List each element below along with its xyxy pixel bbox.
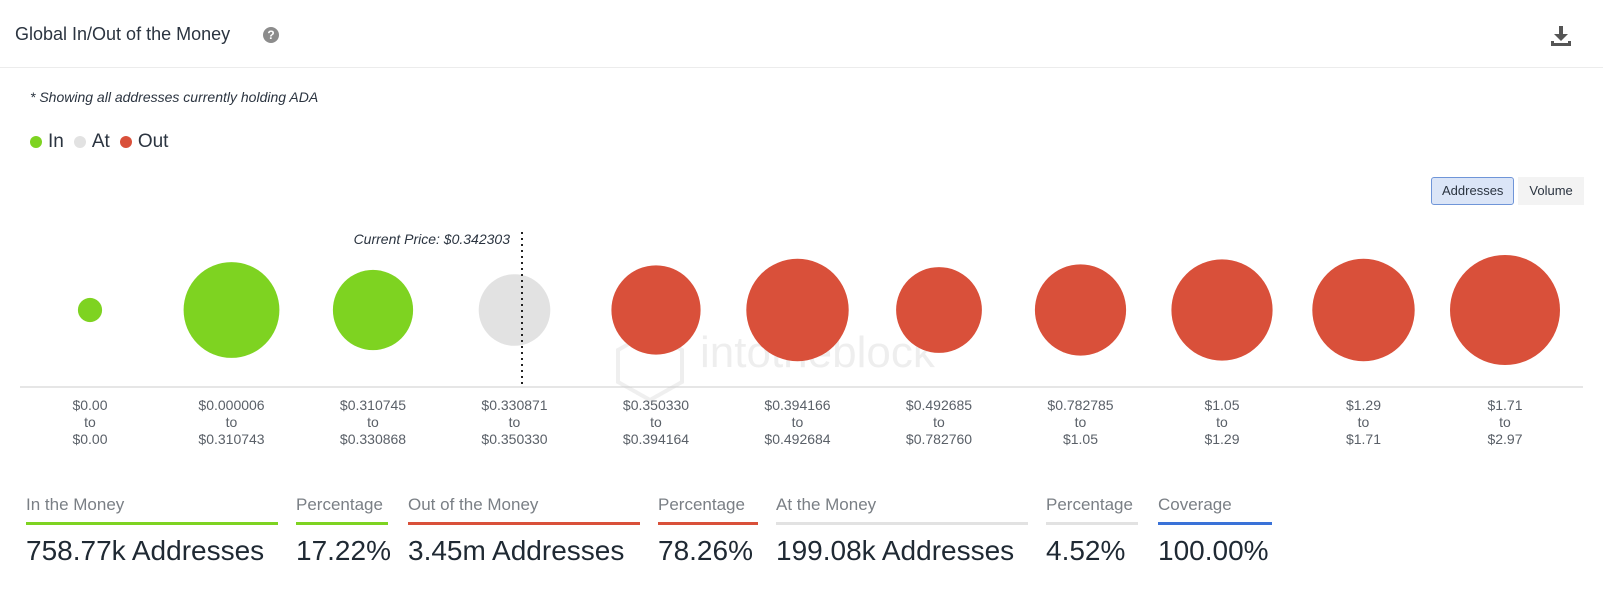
legend-dot-out xyxy=(119,136,132,148)
legend-item-in[interactable]: In xyxy=(30,131,64,153)
stat-bar-in xyxy=(26,522,278,525)
x-tick-label: to xyxy=(226,414,238,430)
legend-label-at: At xyxy=(91,131,110,152)
stat-at-the-money: At the Money 199.08k Addresses xyxy=(776,495,1028,567)
x-tick-label: $0.782785 xyxy=(1047,397,1113,413)
stat-bar-at xyxy=(776,522,1028,525)
legend-item-at[interactable]: At xyxy=(73,131,110,153)
x-tick-label: to xyxy=(509,414,521,430)
summary-stats: In the Money 758.77k Addresses Percentag… xyxy=(0,495,1603,575)
addresses-button[interactable]: Addresses xyxy=(1431,177,1515,205)
x-tick-label: $0.310745 xyxy=(340,397,406,413)
stat-in-percentage: Percentage 17.22% xyxy=(296,495,391,567)
metric-toggle: Addresses Volume xyxy=(1431,177,1584,205)
bubble-in[interactable] xyxy=(77,297,103,323)
x-tick-label: $0.492685 xyxy=(906,397,972,413)
x-tick-label: $0.00 xyxy=(72,397,107,413)
stat-label: Percentage xyxy=(296,495,383,514)
bubble-out[interactable] xyxy=(1312,258,1415,362)
stat-value: 199.08k Addresses xyxy=(776,535,1015,566)
stat-out-percentage: Percentage 78.26% xyxy=(658,495,758,567)
holding-note: * Showing all addresses currently holdin… xyxy=(30,89,319,105)
x-tick-label: $1.05 xyxy=(1063,431,1098,447)
bubble-in[interactable] xyxy=(183,262,280,358)
chart-legend: In At Out xyxy=(30,131,178,153)
panel-title: Global In/Out of the Money xyxy=(15,24,231,44)
x-tick-label: to xyxy=(1358,414,1370,430)
legend-item-out[interactable]: Out xyxy=(119,131,169,153)
bubble-out[interactable] xyxy=(611,265,701,355)
stat-label: At the Money xyxy=(776,495,877,514)
bubble-out[interactable] xyxy=(1034,264,1127,356)
x-tick-label: $1.71 xyxy=(1346,431,1381,447)
stat-bar-coverage xyxy=(1158,522,1272,525)
bubble-out[interactable] xyxy=(896,267,982,353)
x-tick-label: $1.05 xyxy=(1204,397,1239,413)
stat-value: 78.26% xyxy=(658,535,753,566)
stat-value: 758.77k Addresses xyxy=(26,535,265,566)
stat-bar-in-pct xyxy=(296,522,388,525)
bubble-chart: intotheblock Current Price: $0.342303 $0… xyxy=(20,231,1583,447)
legend-label-in: In xyxy=(48,131,64,152)
x-tick-label: $1.71 xyxy=(1487,397,1522,413)
x-tick-label: $0.330868 xyxy=(340,431,406,447)
stat-bar-out xyxy=(408,522,640,525)
bubble-in[interactable] xyxy=(332,269,414,351)
stat-value: 17.22% xyxy=(296,535,391,566)
download-icon[interactable] xyxy=(1548,24,1574,48)
stat-bar-at-pct xyxy=(1046,522,1138,525)
x-tick-label: $2.97 xyxy=(1487,431,1522,447)
x-tick-label: to xyxy=(1216,414,1228,430)
stat-label: Percentage xyxy=(658,495,745,514)
x-tick-label: $0.00 xyxy=(72,431,107,447)
x-tick-label: $0.350330 xyxy=(481,431,547,447)
stat-bar-out-pct xyxy=(658,522,758,525)
legend-dot-at xyxy=(73,136,86,148)
stat-label: Out of the Money xyxy=(408,495,539,514)
stat-in-the-money: In the Money 758.77k Addresses xyxy=(26,495,278,567)
x-tick-label: $0.310743 xyxy=(198,431,264,447)
x-tick-label: to xyxy=(792,414,804,430)
bubble-out[interactable] xyxy=(746,258,849,362)
x-tick-label: to xyxy=(367,414,379,430)
bubble-out[interactable] xyxy=(1171,259,1273,361)
stat-value: 3.45m Addresses xyxy=(408,535,625,566)
help-icon[interactable]: ? xyxy=(263,27,279,43)
x-tick-label: $0.350330 xyxy=(623,397,689,413)
x-tick-label: to xyxy=(84,414,96,430)
x-tick-label: to xyxy=(933,414,945,430)
x-tick-label: $0.330871 xyxy=(481,397,547,413)
stat-label: Percentage xyxy=(1046,495,1133,514)
stat-label: In the Money xyxy=(26,495,125,514)
x-tick-label: $0.000006 xyxy=(198,397,264,413)
legend-label-out: Out xyxy=(137,131,169,152)
current-price-label: Current Price: $0.342303 xyxy=(354,231,511,247)
stat-value: 4.52% xyxy=(1046,535,1126,566)
stat-coverage: Coverage 100.00% xyxy=(1158,495,1272,567)
stat-at-percentage: Percentage 4.52% xyxy=(1046,495,1138,567)
x-tick-label: to xyxy=(1499,414,1511,430)
x-tick-label: $1.29 xyxy=(1346,397,1381,413)
x-tick-label: to xyxy=(650,414,662,430)
stat-label: Coverage xyxy=(1158,495,1232,514)
x-tick-label: $0.782760 xyxy=(906,431,972,447)
x-tick-label: $0.394164 xyxy=(623,431,689,447)
bubble-out[interactable] xyxy=(1450,255,1560,365)
stat-out-of-the-money: Out of the Money 3.45m Addresses xyxy=(408,495,640,567)
bubble-at[interactable] xyxy=(478,274,551,346)
x-tick-label: $1.29 xyxy=(1204,431,1239,447)
volume-button[interactable]: Volume xyxy=(1518,177,1584,205)
x-tick-label: $0.394166 xyxy=(764,397,830,413)
legend-dot-in xyxy=(30,136,42,148)
stat-value: 100.00% xyxy=(1158,535,1269,566)
panel-header: Global In/Out of the Money ? xyxy=(0,0,1603,68)
x-tick-label: to xyxy=(1075,414,1087,430)
x-tick-label: $0.492684 xyxy=(764,431,830,447)
